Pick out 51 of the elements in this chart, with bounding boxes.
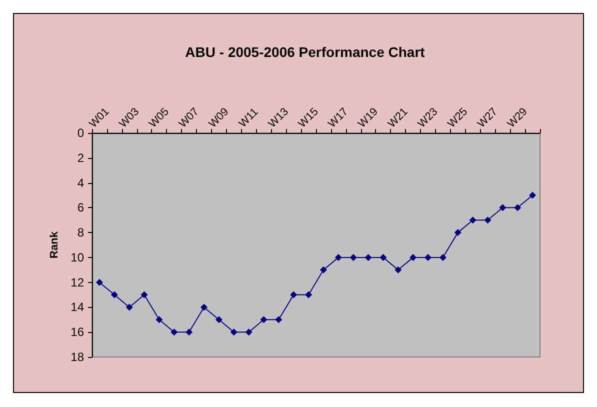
x-tick-label: W09: [206, 106, 232, 130]
x-tick-label: W21: [386, 106, 410, 130]
y-tick-label: 16: [70, 325, 84, 340]
point: [514, 204, 522, 212]
y-tick-label: 18: [70, 350, 84, 364]
point: [110, 291, 118, 298]
point: [394, 266, 402, 274]
y-axis-title: Rank: [48, 230, 60, 258]
point: [410, 254, 417, 261]
y-tick-label: 2: [77, 150, 84, 165]
point: [454, 229, 462, 236]
point: [156, 316, 163, 324]
point: [334, 254, 342, 261]
point: [499, 204, 506, 212]
point: [260, 316, 268, 324]
point: [529, 192, 536, 199]
point: [290, 291, 298, 298]
x-tick-label: W19: [356, 106, 380, 130]
y-tick-label: 14: [70, 300, 84, 314]
x-tick-label: W13: [266, 106, 291, 130]
x-tick-label: W03: [117, 106, 142, 130]
point: [275, 316, 282, 324]
point: [230, 328, 238, 336]
x-tick-label: W11: [236, 106, 261, 130]
x-tick-label: W29: [505, 106, 530, 130]
point: [200, 304, 208, 311]
point: [380, 254, 387, 261]
point: [424, 254, 432, 261]
point: [305, 291, 312, 298]
point: [215, 316, 222, 324]
point: [96, 278, 103, 286]
y-tick-label: 4: [77, 176, 84, 190]
y-tick-label: 6: [77, 200, 84, 215]
y-tick-label: 0: [77, 126, 84, 140]
point: [245, 328, 252, 336]
point: [320, 266, 327, 274]
y-tick-label: 12: [70, 275, 84, 290]
point: [484, 216, 492, 224]
y-tick-label: 10: [70, 250, 84, 264]
point: [126, 304, 133, 311]
point: [186, 328, 193, 336]
point: [140, 291, 148, 298]
point: [469, 216, 476, 224]
y-tick-label: 8: [77, 226, 84, 240]
point: [170, 328, 178, 336]
x-tick-label: W01: [87, 106, 112, 130]
chart-title: ABU - 2005-2006 Performance Chart: [185, 44, 426, 60]
point: [439, 254, 446, 261]
point: [350, 254, 357, 261]
point: [364, 254, 372, 261]
x-tick-label: W23: [416, 106, 440, 130]
